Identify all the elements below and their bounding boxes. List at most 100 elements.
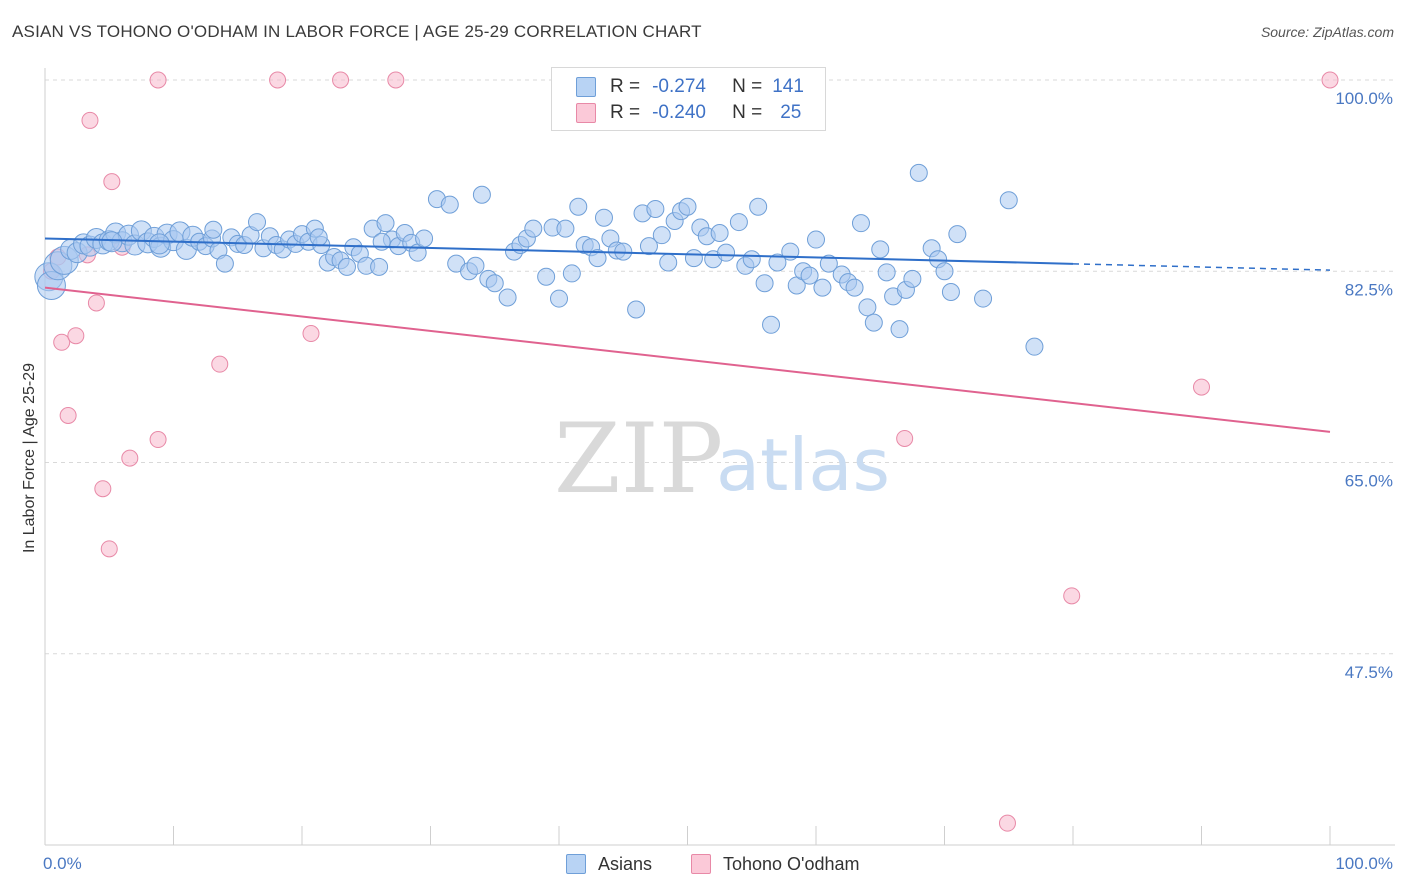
- chart-title: ASIAN VS TOHONO O'ODHAM IN LABOR FORCE |…: [12, 22, 702, 41]
- asian-point: [639, 237, 658, 256]
- tohono-point: [103, 173, 121, 191]
- asian-point: [248, 213, 267, 232]
- tohono-point: [998, 814, 1016, 832]
- legend-n-value: 25: [780, 102, 802, 123]
- legend-swatch-asians: [576, 77, 596, 97]
- asian-point: [370, 257, 389, 276]
- asian-point: [309, 228, 328, 247]
- tohono-point: [896, 429, 914, 447]
- asian-point: [742, 250, 761, 269]
- asian-point: [768, 253, 787, 272]
- tohono-trend-line: [44, 286, 1331, 433]
- asian-point: [717, 243, 736, 262]
- tohono-point: [100, 540, 118, 558]
- asian-point: [415, 229, 434, 248]
- asian-point: [678, 197, 697, 216]
- asian-trend-line: [44, 237, 1074, 265]
- tohono-point: [211, 355, 229, 373]
- legend-row-asians: R = -0.274 N = 141: [552, 74, 804, 100]
- asian-point: [485, 274, 504, 293]
- tohono-point: [149, 431, 167, 449]
- axes: [44, 68, 1395, 846]
- x-tick-label: 100.0%: [1335, 854, 1393, 873]
- y-tick-label: 100.0%: [1335, 89, 1393, 108]
- bottom-legend-tohono: Tohono O'odham: [691, 851, 860, 877]
- legend-n-value: 141: [772, 76, 804, 97]
- tick-labels: 100.0% 82.5% 65.0% 47.5% 0.0% 100.0%: [43, 89, 1393, 873]
- tohono-point: [332, 71, 350, 89]
- asian-point: [550, 289, 568, 308]
- asian-point: [890, 320, 909, 339]
- asian-point: [594, 208, 613, 227]
- legend-n-label: N =: [732, 102, 763, 123]
- asian-point: [556, 219, 575, 238]
- asian-point: [627, 300, 646, 319]
- legend-r-value: -0.240: [652, 102, 706, 123]
- asian-point: [845, 278, 864, 297]
- tohono-point: [1063, 587, 1081, 605]
- bottom-legend-label: Tohono O'odham: [723, 853, 860, 874]
- asian-point: [376, 214, 395, 233]
- asian-point: [215, 254, 234, 273]
- asian-point: [710, 224, 729, 242]
- asian-point: [729, 213, 748, 232]
- tohono-point: [1193, 378, 1210, 396]
- bottom-swatch-asians: [566, 854, 586, 874]
- asian-point: [749, 197, 768, 216]
- asian-point: [871, 240, 890, 259]
- asian-point: [877, 263, 896, 282]
- asian-point: [819, 254, 838, 273]
- asian-point: [588, 249, 607, 268]
- asian-trend-extension: [1072, 263, 1331, 271]
- trend-lines: [44, 237, 1331, 433]
- tohono-point: [269, 71, 287, 89]
- y-axis-title: In Labor Force | Age 25-29: [21, 363, 38, 553]
- y-tick-label: 65.0%: [1345, 472, 1393, 491]
- watermark-atlas: atlas: [716, 423, 890, 507]
- x-tick-label: 0.0%: [43, 854, 82, 873]
- asian-point: [807, 230, 825, 249]
- asian-point: [498, 288, 517, 307]
- asian-point: [684, 249, 703, 268]
- legend-n-label: N =: [732, 76, 763, 97]
- asian-point: [472, 185, 491, 204]
- asian-point: [614, 242, 633, 261]
- asian-point: [440, 195, 459, 214]
- tohono-point: [387, 71, 405, 89]
- asian-point: [569, 197, 588, 216]
- tohono-point: [67, 327, 85, 345]
- asian-point: [524, 219, 543, 238]
- y-tick-label: 47.5%: [1345, 663, 1393, 682]
- tohono-point: [81, 111, 99, 129]
- asian-point: [562, 264, 581, 283]
- asian-point: [755, 274, 774, 293]
- asian-point: [101, 231, 123, 253]
- asian-points: [34, 163, 1044, 356]
- asian-point: [762, 315, 781, 334]
- y-tick-label: 82.5%: [1345, 280, 1393, 299]
- legend-r-label: R =: [610, 102, 641, 123]
- watermark-zip: ZIP: [554, 403, 723, 515]
- asian-point: [935, 262, 954, 281]
- tohono-point: [149, 71, 167, 89]
- watermark: ZIP atlas: [554, 403, 890, 515]
- asian-point: [537, 267, 556, 286]
- tohono-point: [1321, 71, 1339, 89]
- asian-point: [337, 257, 356, 276]
- asian-point: [851, 214, 870, 233]
- source-label: Source: ZipAtlas.com: [1260, 24, 1394, 40]
- asian-point: [813, 278, 832, 297]
- tohono-point: [59, 407, 77, 425]
- asian-point: [1025, 337, 1044, 356]
- asian-point: [646, 199, 665, 218]
- legend-swatch-tohono: [576, 103, 596, 123]
- asian-point: [948, 225, 967, 244]
- asian-point: [974, 289, 993, 308]
- asian-point: [800, 266, 819, 285]
- legend-row-tohono: R = -0.240 N = 25: [552, 100, 801, 126]
- asian-point: [148, 233, 170, 255]
- asian-point: [858, 298, 877, 317]
- tohono-point: [302, 325, 320, 343]
- tohono-point: [121, 449, 139, 467]
